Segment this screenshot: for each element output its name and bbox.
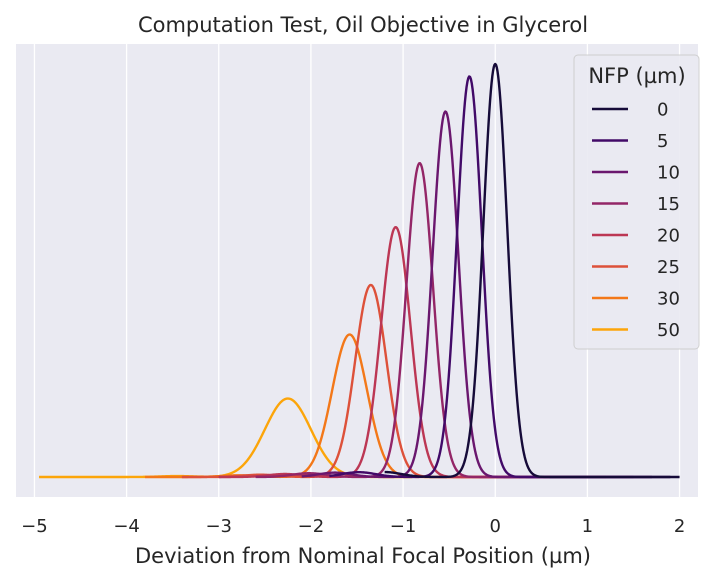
legend-label: 20 [657,226,680,247]
x-axis-label: Deviation from Nominal Focal Position (µ… [135,544,591,568]
legend-label: 50 [657,320,680,341]
x-tick-labels: −5 −4 −3 −2 −1 0 1 2 [21,516,685,537]
legend-box [573,54,700,350]
legend-title: NFP (µm) [588,64,685,88]
x-tick-label: −1 [390,516,417,537]
x-tick-label: −5 [21,516,48,537]
legend-label: 10 [657,163,680,184]
series-line-nfp-0 [384,62,681,479]
legend-label: 15 [657,194,680,215]
legend-label: 0 [657,100,668,121]
x-tick-label: −2 [298,516,325,537]
x-tick-label: −3 [205,516,232,537]
x-tick-label: 0 [490,516,501,537]
legend-label: 5 [657,131,668,152]
x-tick-label: 1 [582,516,593,537]
x-tick-label: −4 [113,516,140,537]
legend: NFP (µm) 0 5 10 15 20 25 30 50 [573,54,700,350]
legend-label: 30 [657,289,680,310]
legend-entries: 0 5 10 15 20 25 30 50 [592,100,680,341]
chart-title: Computation Test, Oil Objective in Glyce… [138,13,588,37]
x-tick-label: 2 [674,516,685,537]
legend-label: 25 [657,257,680,278]
series-lines [38,62,681,479]
